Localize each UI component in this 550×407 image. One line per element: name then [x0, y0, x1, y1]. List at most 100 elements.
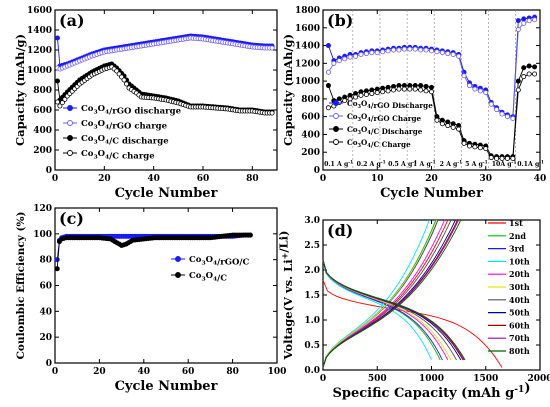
data-point	[385, 48, 391, 54]
panel-label: (b)	[327, 11, 353, 30]
data-point	[515, 27, 521, 33]
x-tick-label: 0	[52, 174, 58, 184]
legend-label: 10th	[509, 256, 530, 266]
legend-label: 50th	[509, 308, 530, 318]
charge-curve	[322, 219, 445, 368]
data-point	[428, 48, 434, 54]
data-point	[450, 124, 456, 130]
data-point	[124, 81, 130, 87]
plot-frame	[322, 219, 541, 371]
x-tick-label: 100	[268, 367, 287, 377]
x-tick-label: 500	[368, 374, 387, 384]
y-tick-label: 1600	[27, 6, 52, 16]
y-tick-label: 80	[39, 256, 52, 266]
y-tick-label: 400	[33, 126, 52, 136]
data-point	[391, 87, 397, 93]
data-point	[385, 88, 391, 94]
data-point	[510, 115, 516, 121]
data-point	[434, 117, 440, 123]
data-point	[57, 103, 63, 109]
data-point	[54, 78, 60, 84]
x-tick-label: 40	[147, 174, 160, 184]
y-tick-label: 120	[33, 204, 52, 214]
x-axis-label: Cycle Number	[115, 186, 218, 201]
data-point	[423, 88, 429, 94]
data-point	[515, 18, 521, 24]
legend-label: Co3O4/rGO charge	[81, 119, 168, 132]
legend-label: Co3O4/C	[189, 271, 227, 284]
y-axis-label: Capacity (mAh/g)	[281, 34, 295, 146]
data-point	[54, 257, 60, 263]
discharge-curve	[322, 259, 432, 361]
panel-label: (c)	[59, 209, 84, 228]
data-point	[54, 99, 60, 105]
y-axis-label: Voltage(V vs. Li+/Li)	[276, 231, 295, 361]
legend-label: 1st	[509, 218, 523, 228]
legend-label: Co3O4/C discharge	[81, 134, 169, 147]
charge-curve	[322, 219, 437, 368]
data-point	[247, 232, 253, 238]
data-point	[526, 71, 532, 77]
y-tick-label: 60	[39, 282, 52, 292]
data-point	[418, 47, 424, 53]
data-point	[121, 77, 127, 83]
x-tick-label: 0	[52, 367, 58, 377]
data-point	[456, 126, 462, 132]
data-point	[434, 49, 440, 55]
legend-marker	[67, 135, 73, 141]
data-point	[483, 146, 489, 152]
x-tick-label: 20	[93, 367, 106, 377]
data-point	[325, 105, 331, 111]
data-point	[499, 111, 505, 117]
x-tick-label: 20	[425, 174, 438, 184]
legend-marker	[333, 113, 339, 119]
y-tick-label: 1200	[295, 59, 320, 69]
charge-curve	[322, 219, 449, 368]
data-point	[461, 73, 467, 79]
data-point	[380, 89, 386, 95]
y-tick-label: 1000	[295, 77, 320, 87]
y-tick-label: 1.0	[304, 316, 320, 326]
data-point	[391, 47, 397, 53]
legend-label: 2nd	[509, 231, 526, 241]
data-point	[526, 18, 532, 24]
legend-marker	[67, 150, 73, 156]
discharge-curve	[322, 259, 466, 361]
legend-label: 80th	[509, 346, 530, 356]
data-point	[504, 155, 510, 161]
x-tick-label: 10	[371, 174, 384, 184]
data-point	[342, 56, 348, 62]
legend-label: Co3O4/rGO/C	[189, 255, 249, 268]
data-point	[336, 58, 342, 64]
data-point	[59, 100, 65, 106]
y-tick-label: 600	[33, 106, 52, 116]
data-point	[423, 47, 429, 53]
x-axis-label: Cycle Number	[115, 379, 218, 394]
data-point	[325, 43, 331, 49]
data-point	[342, 98, 348, 104]
rate-label: 10A g-1	[492, 161, 517, 168]
data-point	[54, 35, 60, 41]
x-tick-label: 40	[138, 367, 151, 377]
legend-label: Co3O4/rGO discharge	[81, 104, 182, 117]
data-point	[331, 60, 337, 66]
data-point	[269, 110, 275, 116]
y-tick-label: 0	[46, 166, 52, 176]
data-point	[396, 86, 402, 92]
data-point	[423, 83, 429, 89]
rate-label: 0.5 A g-1	[388, 161, 417, 168]
y-tick-label: 200	[301, 148, 320, 158]
y-tick-label: 1600	[295, 24, 320, 34]
data-point	[461, 140, 467, 146]
charge-curve	[322, 219, 430, 368]
legend-label: 30th	[509, 282, 530, 292]
x-tick-label: 20	[98, 174, 111, 184]
y-tick-label: 0.0	[304, 366, 320, 376]
panel-label: (a)	[59, 11, 85, 30]
data-point	[418, 83, 424, 89]
rate-label: 0.2 A g-1	[357, 161, 386, 168]
data-point	[369, 91, 375, 97]
y-tick-label: 1800	[295, 6, 320, 16]
